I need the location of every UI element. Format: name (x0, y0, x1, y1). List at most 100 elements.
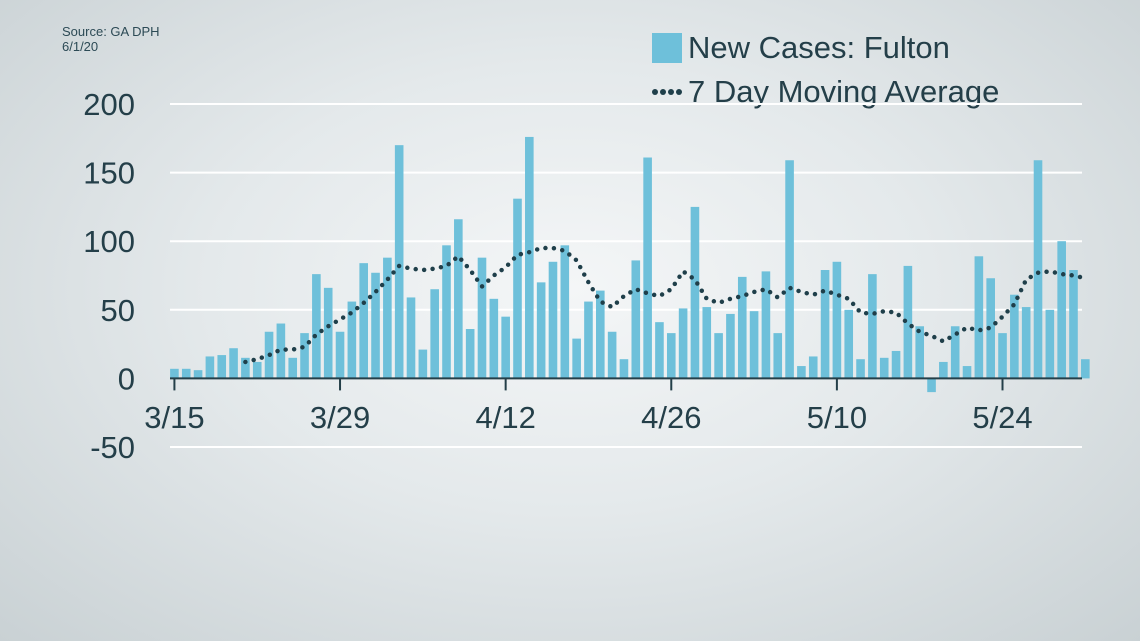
y-tick-label: 150 (83, 156, 135, 191)
bar (962, 366, 972, 379)
bar (217, 355, 227, 379)
bar (1033, 160, 1043, 379)
bar (856, 359, 865, 379)
bar (903, 265, 913, 379)
bar (607, 331, 617, 379)
bar (678, 308, 688, 379)
x-tick-label: 4/12 (475, 400, 535, 435)
bar (465, 329, 475, 379)
x-tick-label: 3/15 (144, 400, 204, 435)
bar (383, 257, 392, 379)
bar (868, 274, 877, 379)
bar (773, 333, 783, 379)
bar (761, 271, 771, 379)
x-tick-label: 5/10 (807, 400, 867, 435)
x-axis-tick-labels: 3/15 3/29 4/12 4/26 5/10 5/24 (144, 400, 1032, 435)
y-tick-label: -50 (90, 430, 135, 465)
bar (808, 356, 818, 379)
bar (276, 323, 286, 379)
bar (170, 368, 179, 379)
bar (666, 333, 676, 379)
bar (442, 245, 451, 379)
square-swatch-icon (652, 33, 682, 63)
bar (584, 301, 593, 379)
bar (181, 368, 191, 379)
bar (785, 160, 794, 379)
source-note: Source: GA DPH 6/1/20 (62, 24, 160, 54)
bar (619, 359, 629, 379)
source-label: Source: GA DPH (62, 24, 160, 39)
bar (726, 313, 735, 379)
bar (596, 290, 605, 379)
bar (655, 322, 664, 379)
bar (347, 301, 357, 379)
bar (974, 256, 984, 379)
y-tick-label: 0 (118, 361, 135, 396)
bar (394, 145, 404, 379)
bar (229, 348, 238, 379)
bar (1021, 307, 1031, 379)
bar (714, 333, 723, 379)
y-tick-label: 50 (101, 293, 135, 328)
bar (406, 297, 416, 379)
bar (288, 357, 298, 379)
bar (430, 289, 439, 379)
bar (797, 366, 806, 379)
bar (572, 338, 581, 379)
bar (820, 270, 830, 379)
bar (702, 307, 712, 379)
x-tick-label: 4/26 (641, 400, 701, 435)
bar (737, 276, 747, 379)
bar (513, 198, 522, 379)
bar (927, 378, 936, 393)
bar (844, 309, 854, 379)
bar (1010, 294, 1019, 379)
bar (832, 261, 842, 379)
x-axis (170, 377, 1082, 391)
bar (1081, 359, 1090, 379)
x-tick-label: 5/24 (972, 400, 1032, 435)
bar (631, 260, 641, 379)
bar (536, 282, 546, 379)
bar (939, 361, 948, 379)
bar (359, 263, 368, 379)
source-date: 6/1/20 (62, 39, 99, 54)
bar (891, 350, 901, 379)
bar-series (170, 136, 1090, 393)
dotted-line-icon (652, 89, 682, 95)
bar (879, 357, 889, 379)
gridlines (170, 103, 1082, 448)
bar (998, 333, 1007, 379)
bar (1045, 309, 1055, 379)
bar (1057, 241, 1066, 379)
bar (560, 245, 570, 379)
bar (241, 357, 250, 379)
bar (643, 157, 652, 379)
bar (548, 261, 558, 379)
y-tick-label: 200 (83, 87, 135, 122)
y-axis-tick-labels: 200 150 100 50 0 -50 (83, 87, 135, 465)
bar (915, 326, 925, 379)
bar (501, 316, 510, 379)
bar (335, 331, 345, 379)
x-tick-label: 3/29 (310, 400, 370, 435)
bar (525, 136, 534, 379)
legend-item-new-cases: New Cases: Fulton (652, 26, 999, 70)
bar (418, 349, 428, 379)
bar (454, 219, 463, 379)
bar (323, 287, 333, 379)
bar (252, 361, 262, 379)
bar (950, 326, 960, 379)
y-tick-label: 100 (83, 224, 135, 259)
bar (489, 298, 499, 379)
bar (205, 356, 215, 379)
bar (193, 370, 203, 379)
legend-label-new-cases: New Cases: Fulton (688, 30, 950, 65)
bar (371, 272, 380, 379)
bar (1069, 270, 1078, 379)
bar (312, 274, 321, 379)
bar (477, 257, 487, 379)
bar (690, 206, 700, 379)
bar (300, 333, 309, 379)
